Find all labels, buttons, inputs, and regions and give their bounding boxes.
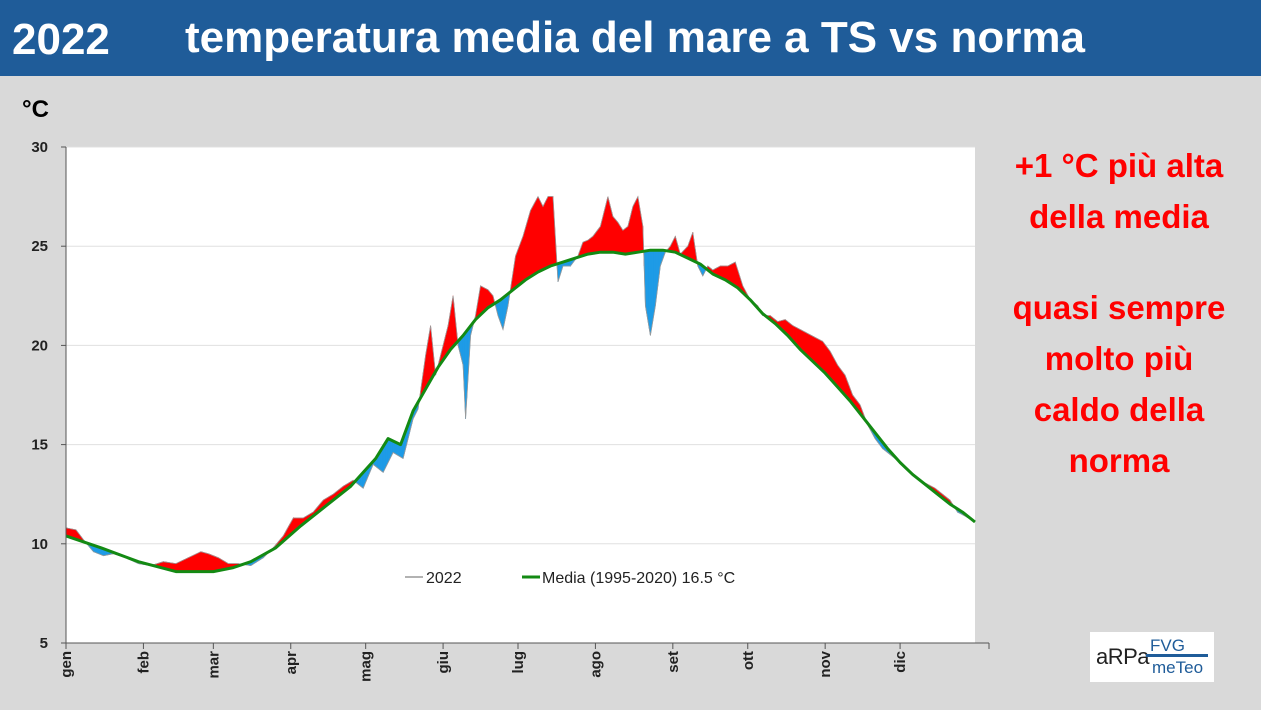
y-tick-label-25: 25	[31, 238, 48, 255]
slide-title: temperatura media del mare a TS vs norma	[185, 13, 1085, 62]
year-label: 2022	[12, 15, 110, 64]
logo-arpa-text: aRPa	[1096, 644, 1150, 669]
y-tick-label-5: 5	[40, 635, 48, 652]
x-tick-label-nov: nov	[817, 650, 834, 677]
series-lines	[65, 195, 976, 574]
x-tick-label-dic: dic	[892, 651, 909, 673]
series-2022-line	[65, 195, 976, 567]
annotation-box: +1 °C più alta della media quasi sempre …	[1008, 140, 1230, 486]
x-tick-label-giu: giu	[435, 651, 452, 674]
x-tick-label-mag: mag	[358, 651, 375, 682]
logo-fvg-text: FVG	[1150, 636, 1185, 655]
axes: 5 10 15 20 25 30 gen feb mar apr mag giu lug ago set ot…	[31, 139, 990, 682]
x-tick-label-lug: lug	[510, 651, 527, 674]
y-tick-label-10: 10	[31, 536, 48, 553]
arpa-fvg-meteo-logo: aRPa FVG meTeo	[1090, 632, 1214, 682]
y-axis-unit: °C	[22, 96, 49, 123]
legend-2022-label: 2022	[426, 570, 462, 587]
logo-meteo-text: meTeo	[1152, 658, 1204, 677]
x-tick-label-mar: mar	[205, 651, 222, 679]
legend: 2022 Media (1995-2020) 16.5 °C	[405, 570, 735, 587]
x-tick-label-feb: feb	[135, 651, 152, 674]
x-tick-label-gen: gen	[58, 651, 75, 678]
series-media-line	[65, 248, 976, 574]
title-bar: 2022 temperatura media del mare a TS vs …	[0, 0, 1261, 76]
x-tick-label-set: set	[665, 651, 682, 673]
y-tick-label-30: 30	[31, 139, 48, 156]
x-tick-label-apr: apr	[283, 651, 300, 675]
annotation-summary: quasi sempre molto più caldo della norma	[1012, 289, 1226, 479]
logo-divider	[1146, 654, 1208, 657]
x-tick-label-ago: ago	[587, 651, 604, 678]
legend-media-label: Media (1995-2020) 16.5 °C	[542, 570, 735, 587]
x-tick-label-ott: ott	[740, 651, 757, 670]
y-tick-label-15: 15	[31, 437, 48, 454]
y-tick-label-20: 20	[31, 337, 48, 354]
annotation-anomaly: +1 °C più alta della media	[1014, 147, 1224, 235]
